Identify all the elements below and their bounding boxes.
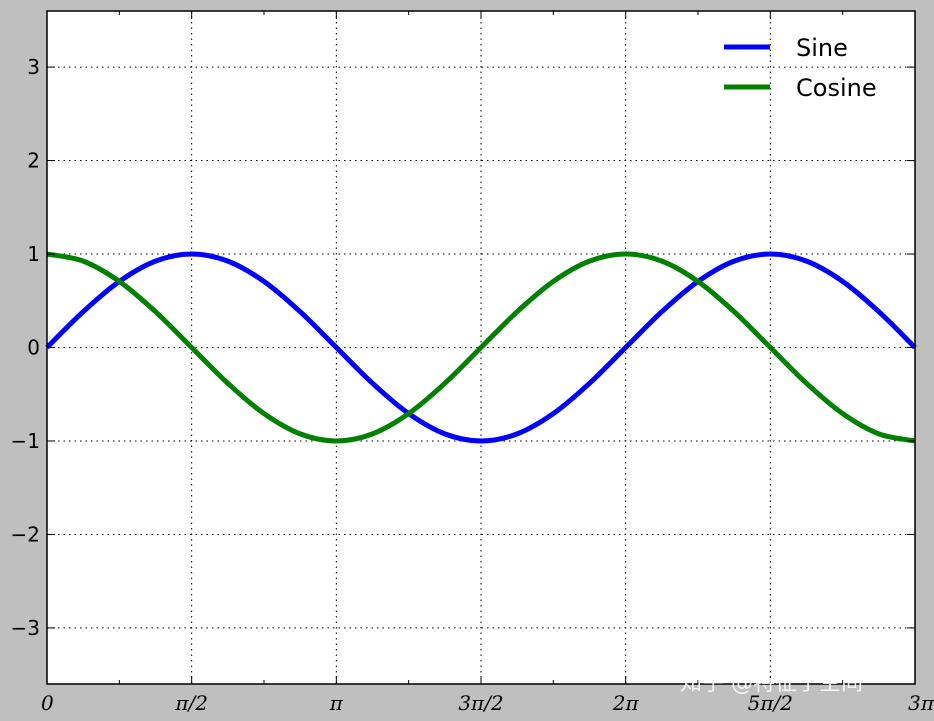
y-tick-label: −2 bbox=[11, 522, 40, 546]
series-lines bbox=[45, 251, 917, 444]
x-axis-tick-labels: 0 π/2 π 3π/2 2π 5π/2 3π bbox=[41, 691, 934, 715]
x-tick-label: 0 bbox=[41, 691, 54, 715]
legend-label-cosine: Cosine bbox=[796, 74, 877, 102]
x-tick-label: 5π/2 bbox=[748, 691, 793, 715]
y-tick-label: 3 bbox=[27, 55, 40, 79]
legend: Sine Cosine bbox=[724, 34, 877, 102]
series-line-cosine bbox=[46, 251, 916, 444]
y-tick-label: 1 bbox=[27, 242, 40, 266]
y-tick-label: 0 bbox=[27, 336, 40, 360]
series-line-sine bbox=[45, 251, 917, 444]
x-tick-label: π bbox=[329, 691, 344, 715]
x-tick-label: π/2 bbox=[174, 691, 208, 715]
y-tick-label: −1 bbox=[11, 429, 40, 453]
watermark-text: 知乎 @特征子空间 bbox=[680, 671, 863, 696]
y-axis-tick-labels: 3 2 1 0 −1 −2 −3 bbox=[11, 55, 40, 640]
legend-label-sine: Sine bbox=[796, 34, 848, 62]
x-tick-label: 3π bbox=[908, 691, 934, 715]
x-tick-label: 2π bbox=[612, 691, 640, 715]
y-tick-label: −3 bbox=[11, 616, 40, 640]
axis-ticks bbox=[46, 11, 916, 684]
y-tick-label: 2 bbox=[27, 149, 40, 173]
x-tick-label: 3π/2 bbox=[458, 691, 503, 715]
